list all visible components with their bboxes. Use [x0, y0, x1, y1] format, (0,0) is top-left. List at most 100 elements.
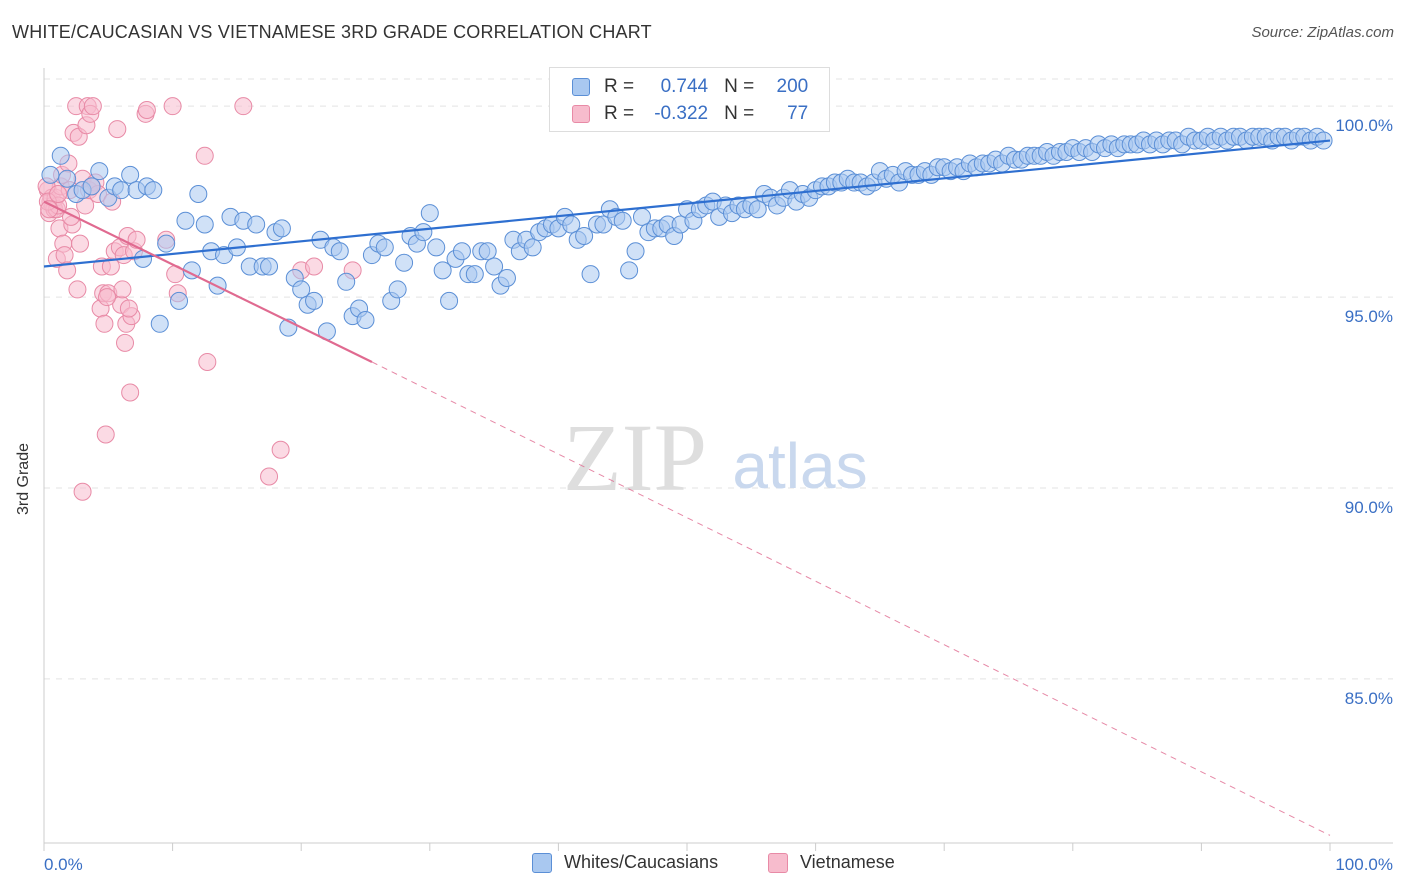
whites-point — [58, 169, 77, 188]
vietnamese-point — [234, 97, 253, 116]
whites-point — [395, 253, 414, 272]
whites-point — [260, 257, 279, 276]
whites-point — [523, 238, 542, 257]
vietnamese-point — [195, 146, 214, 165]
x-tick-label: 0.0% — [44, 855, 83, 874]
whites-point — [581, 265, 600, 284]
vietnamese-point — [116, 333, 135, 352]
whites-point — [613, 211, 632, 230]
vietnamese-point — [198, 352, 217, 371]
whites-point — [420, 204, 439, 223]
legend-swatch-whites — [532, 852, 552, 873]
whites-point — [292, 280, 311, 299]
whites-point — [485, 257, 504, 276]
vietnamese-point — [68, 280, 87, 299]
whites-point — [112, 181, 131, 200]
legend-n-value: 200 — [776, 76, 809, 97]
correlation-legend: R = 0.744 N = 200 R = -0.322 N = 77 — [549, 67, 830, 132]
whites-point — [157, 234, 176, 253]
legend-n-label: N = — [724, 103, 755, 124]
legend-item-vietnamese[interactable]: Vietnamese — [768, 852, 895, 873]
gridlines — [44, 78, 1393, 680]
watermark-zip: ZIP — [563, 404, 707, 511]
vietnamese-point — [119, 299, 138, 318]
source-label: Source: ZipAtlas.com — [1251, 24, 1394, 41]
legend-n-label: N = — [724, 76, 755, 97]
legend-label-whites: Whites/Caucasians — [564, 852, 719, 872]
vietnamese-point — [163, 97, 182, 116]
whites-point — [189, 184, 208, 203]
whites-point — [330, 242, 349, 261]
axes — [43, 68, 1393, 851]
y-tick-label: 85.0% — [1345, 689, 1393, 708]
vietnamese-point — [113, 280, 132, 299]
whites-point — [375, 238, 394, 257]
legend-item-whites[interactable]: Whites/Caucasians — [532, 852, 718, 873]
whites-point — [465, 265, 484, 284]
vietnamese-point — [260, 467, 279, 486]
legend-r-value: -0.322 — [654, 103, 709, 124]
vietnamese-point — [121, 383, 140, 402]
x-tick-label: 100.0% — [1335, 855, 1393, 874]
whites-point — [195, 215, 214, 234]
vietnamese-point — [271, 440, 290, 459]
legend-r-label: R = — [604, 103, 635, 124]
trend-lines — [43, 139, 1331, 836]
tick-labels: 85.0% 90.0% 95.0% 100.0% 0.0% 100.0% — [44, 116, 1393, 874]
legend-n-value: 77 — [787, 103, 809, 124]
whites-point — [90, 162, 109, 181]
whites-point — [620, 261, 639, 280]
whites-point — [427, 238, 446, 257]
legend-swatch-vietnamese — [572, 105, 590, 123]
whites-point — [305, 291, 324, 310]
vietnamese-point — [137, 100, 156, 119]
vietnamese-point — [96, 425, 115, 444]
vietnamese-point — [55, 246, 74, 265]
whites-point — [121, 165, 140, 184]
whites-point — [176, 211, 195, 230]
watermark: ZIP atlas — [563, 404, 868, 511]
vietnamese-point — [305, 257, 324, 276]
whites-trend-line — [43, 139, 1331, 268]
vietnamese-point — [98, 288, 117, 307]
whites-point — [748, 200, 767, 219]
whites-point — [414, 223, 433, 242]
legend-swatch-vietnamese — [768, 852, 788, 873]
whites-point — [452, 242, 471, 261]
whites-point — [440, 291, 459, 310]
legend-r-label: R = — [604, 76, 635, 97]
whites-point — [575, 226, 594, 245]
whites-point — [433, 261, 452, 280]
whites-point — [478, 242, 497, 261]
vietnamese-trend-line — [43, 200, 373, 363]
legend-swatch-whites — [572, 78, 590, 96]
legend-r-value: 0.744 — [660, 76, 709, 97]
whites-point — [626, 242, 645, 261]
vietnamese-trend-extension — [371, 361, 1331, 836]
watermark-atlas: atlas — [732, 430, 867, 502]
whites-point — [356, 310, 375, 329]
y-tick-label: 95.0% — [1345, 307, 1393, 326]
whites-point — [272, 219, 291, 238]
vietnamese-point — [49, 184, 68, 203]
whites-point — [82, 177, 101, 196]
y-tick-label: 100.0% — [1335, 116, 1393, 135]
whites-point — [41, 165, 60, 184]
vietnamese-point — [95, 314, 114, 333]
whites-point — [170, 291, 189, 310]
vietnamese-point — [73, 482, 92, 501]
legend-row-vietnamese: R = -0.322 N = 77 — [572, 101, 808, 127]
whites-point — [51, 146, 70, 165]
whites-point — [562, 215, 581, 234]
whites-point — [388, 280, 407, 299]
vietnamese-point — [71, 234, 90, 253]
whites-point — [144, 181, 163, 200]
y-tick-label: 90.0% — [1345, 498, 1393, 517]
series-legend: Whites/Caucasians Vietnamese — [0, 852, 1406, 876]
chart-title: WHITE/CAUCASIAN VS VIETNAMESE 3RD GRADE … — [12, 22, 652, 42]
vietnamese-point — [108, 120, 127, 139]
whites-point — [497, 268, 516, 287]
legend-row-whites: R = 0.744 N = 200 — [572, 74, 808, 100]
whites-point — [247, 215, 266, 234]
